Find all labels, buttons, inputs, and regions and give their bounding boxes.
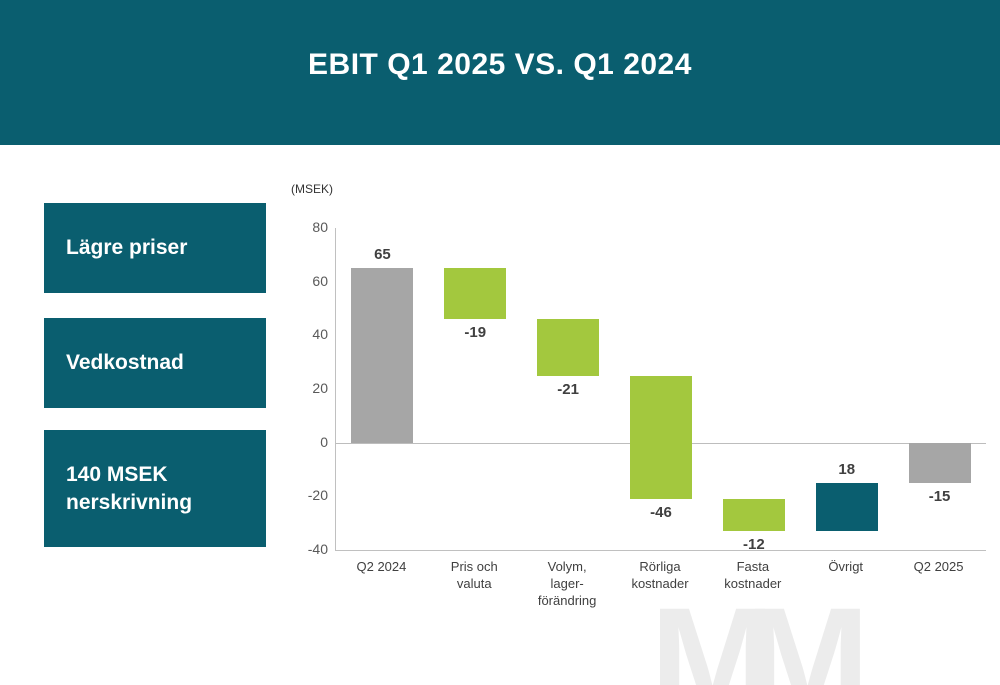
bar-value-label: -21 <box>557 380 579 398</box>
x-tick-label: Q2 2025 <box>913 559 964 574</box>
y-tick-label: 40 <box>312 326 328 343</box>
page-title: EBIT Q1 2025 VS. Q1 2024 <box>308 47 692 81</box>
y-tick-label: -20 <box>307 487 328 504</box>
x-tick-label: Volym, lager- förändring <box>537 559 597 608</box>
bar-value-label: 65 <box>374 246 391 264</box>
bar-value-label: -12 <box>743 536 765 554</box>
x-tick-label: Pris och valuta <box>450 559 498 591</box>
bar-r-rliga-kostnader <box>630 375 692 499</box>
bar-value-label: -46 <box>650 504 672 522</box>
bar-value-label: 18 <box>838 460 856 478</box>
header-banner: EBIT Q1 2025 VS. Q1 2024 <box>0 0 1000 145</box>
y-tick-label: 60 <box>312 272 328 289</box>
x-tick-label: Rörliga kostnader <box>631 559 689 591</box>
x-tick-label: Övrigt <box>828 559 864 574</box>
y-tick-label: 80 <box>312 219 328 235</box>
y-tick-label: 0 <box>320 433 328 450</box>
callout-vedkostnad: Vedkostnad <box>44 318 266 408</box>
y-axis: 80 60 40 20 0 -20 -40 <box>258 219 328 557</box>
callout-lagre-priser: Lägre priser <box>44 203 266 293</box>
bar-q2-2024 <box>351 268 414 443</box>
bar-q2-2025 <box>908 442 971 483</box>
bar-value-label: -15 <box>928 487 951 505</box>
bar-volym-lager-f-r-ndring <box>537 319 600 376</box>
callout-nerskrivning: 140 MSEK nerskrivning <box>44 430 266 547</box>
bar-fasta-kostnader <box>722 499 785 532</box>
x-tick-label: Fasta kostnader <box>724 559 782 591</box>
x-tick-label: Q2 2024 <box>356 559 407 574</box>
bar-vrigt <box>815 482 878 532</box>
y-tick-label: -40 <box>307 541 328 557</box>
logo-watermark: MM <box>650 576 870 685</box>
plot-area: 65 -19 -21 -46 -12 18 -15 <box>335 228 986 554</box>
bar-pris-och-valuta <box>444 268 507 320</box>
y-tick-label: 20 <box>312 380 328 396</box>
axis-unit-label: (MSEK) <box>291 182 333 196</box>
x-axis: Q2 2024 Pris och valuta Volym, lager- förä… <box>335 558 985 638</box>
bar-value-label: -19 <box>464 324 487 342</box>
